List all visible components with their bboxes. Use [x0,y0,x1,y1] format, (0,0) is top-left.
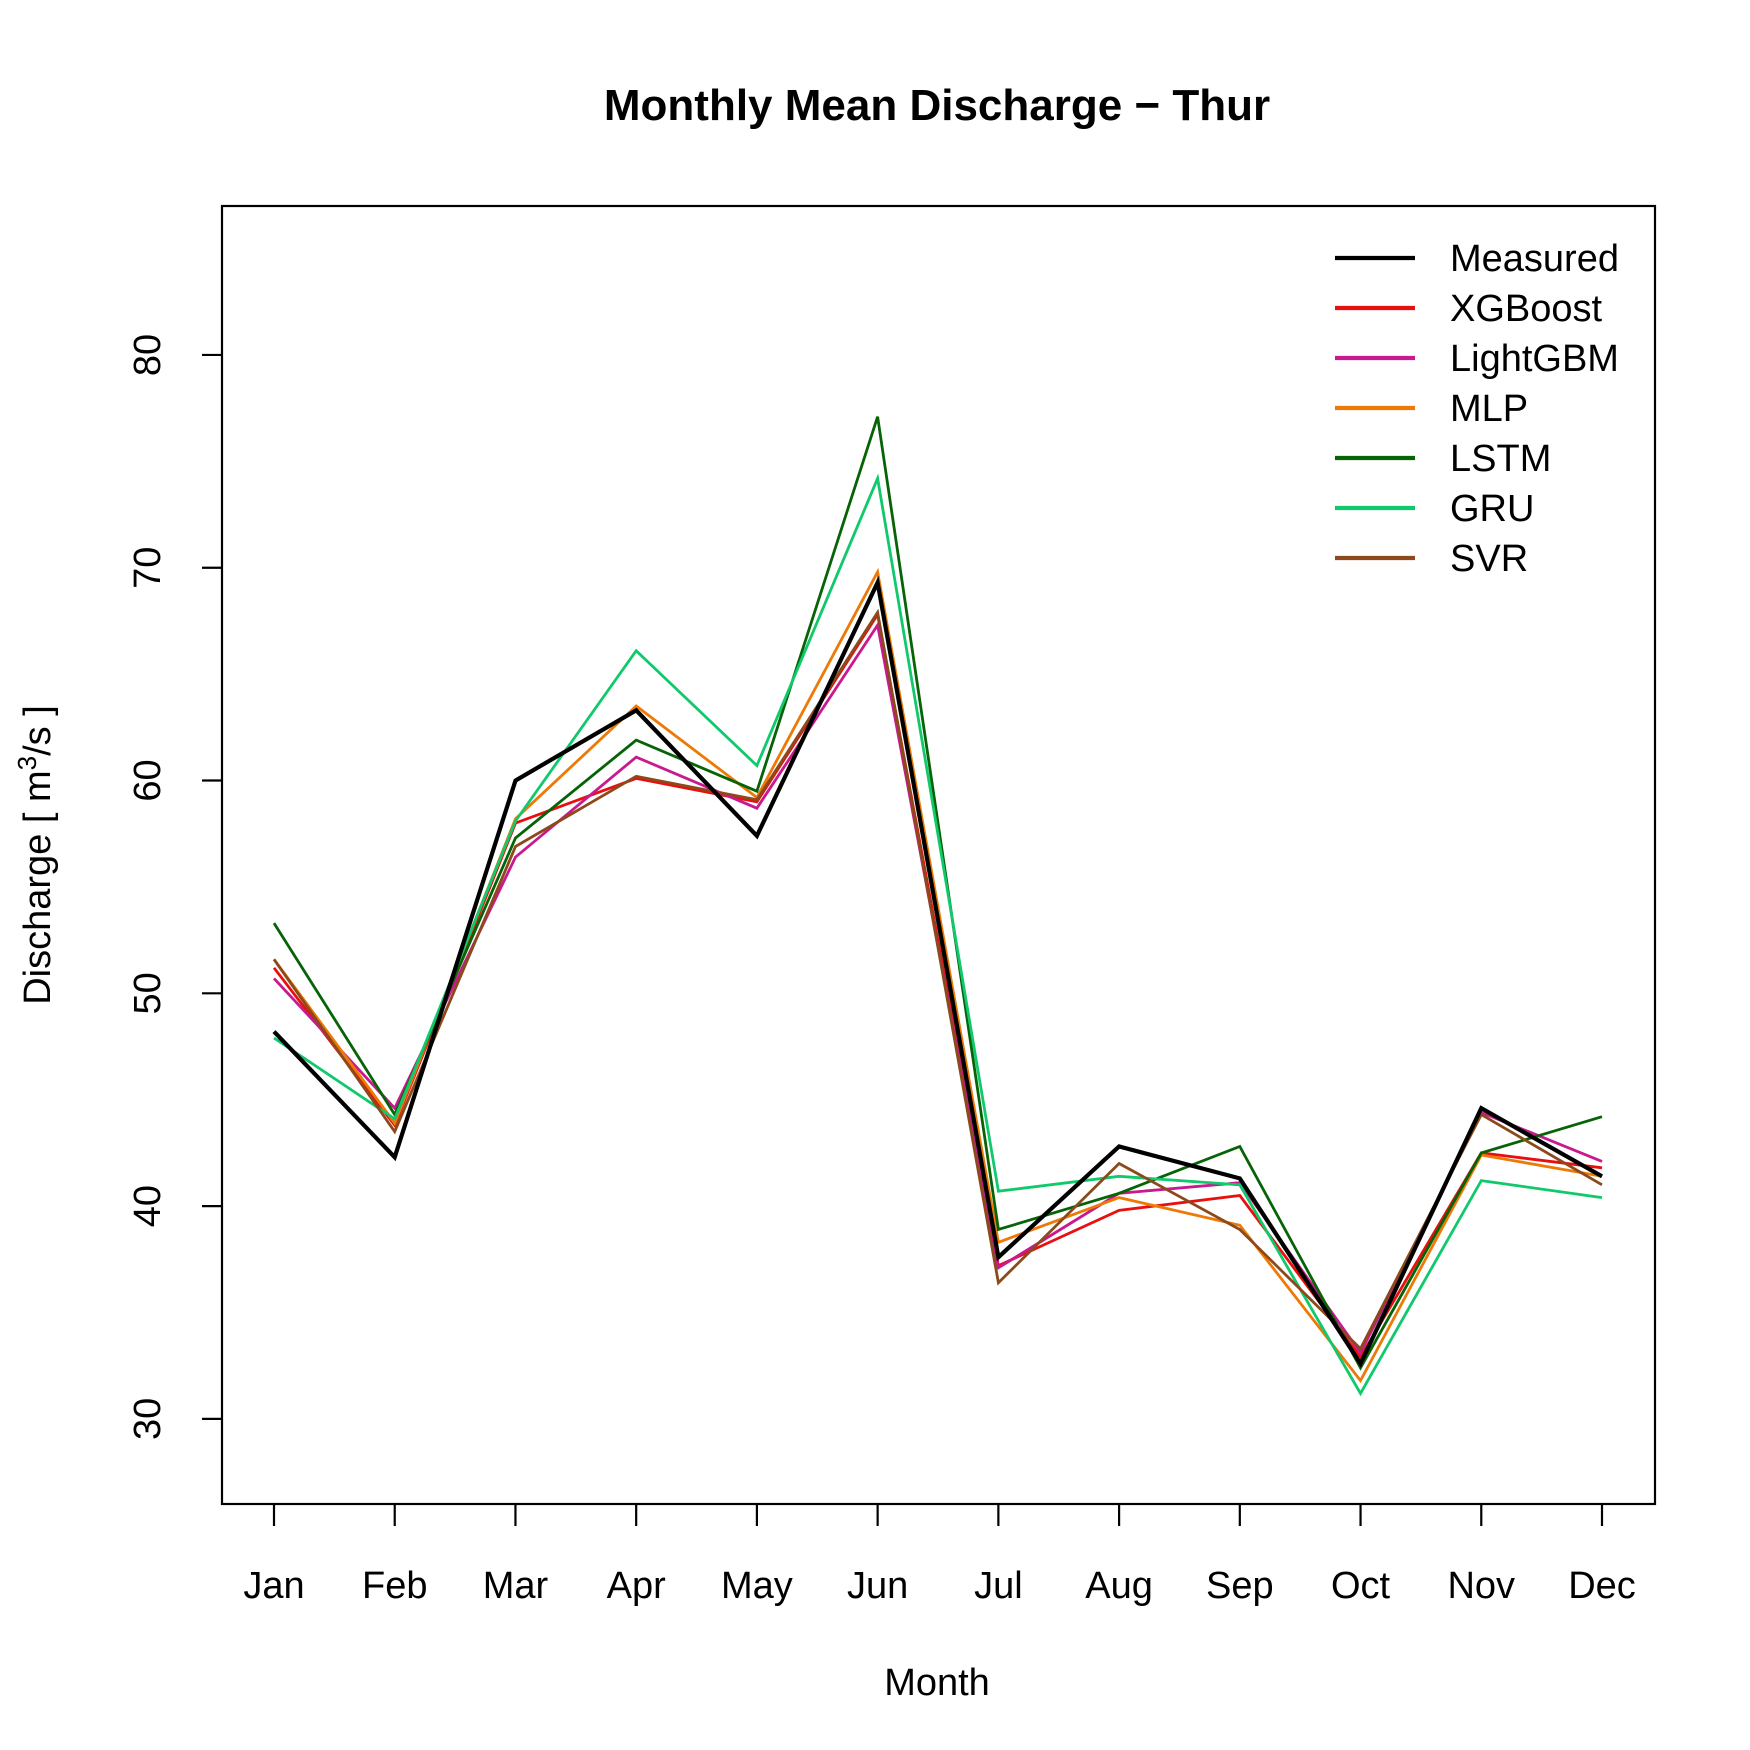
x-tick-label: Jun [847,1565,908,1607]
series-line-lightgbm [272,621,1603,1356]
series-line-svr [272,608,1603,1352]
y-tick-label: 60 [127,759,169,801]
series-lines [272,416,1604,1397]
series-line-gru [273,473,1603,1397]
x-tick-label: Dec [1568,1565,1636,1607]
plot-frame [220,204,1657,1506]
legend-label: XGBoost [1450,288,1603,330]
legend-label: Measured [1450,238,1619,280]
chart-title: Monthly Mean Discharge − Thur [604,81,1270,130]
y-tick-label: 80 [127,334,169,376]
x-tick-label: Feb [362,1565,427,1607]
x-axis: Jan Feb Mar Apr May Jun Jul Aug Sep Oct Nov Dec [243,1504,1636,1607]
y-tick-label: 70 [127,547,169,589]
series-line-mlp [272,567,1603,1384]
legend-label: LSTM [1450,438,1551,480]
legend: Measured XGBoost LightGBM MLP LSTM GRU SVR [1335,238,1619,580]
x-tick-label: Mar [483,1565,549,1607]
y-tick-label: 40 [127,1185,169,1227]
legend-label: LightGBM [1450,338,1619,380]
series-line-lstm [272,416,1603,1371]
y-axis: 30 40 50 60 70 80 [127,334,222,1440]
x-tick-label: Nov [1447,1565,1515,1607]
legend-label: GRU [1450,488,1534,530]
x-tick-label: Aug [1085,1565,1153,1607]
legend-label: SVR [1450,538,1528,580]
series-line-measured [272,575,1604,1368]
y-tick-label: 50 [127,972,169,1014]
legend-label: MLP [1450,388,1528,430]
x-axis-label: Month [884,1662,990,1704]
x-tick-label: May [721,1565,793,1607]
series-line-xgboost [272,610,1603,1360]
y-axis-label: Discharge [ m3/s ] [12,705,59,1005]
x-tick-label: Apr [607,1565,666,1607]
x-tick-label: Jan [243,1565,304,1607]
x-tick-label: Sep [1206,1565,1274,1607]
y-tick-label: 30 [127,1398,169,1440]
x-tick-label: Jul [974,1565,1023,1607]
x-tick-label: Oct [1331,1565,1391,1607]
